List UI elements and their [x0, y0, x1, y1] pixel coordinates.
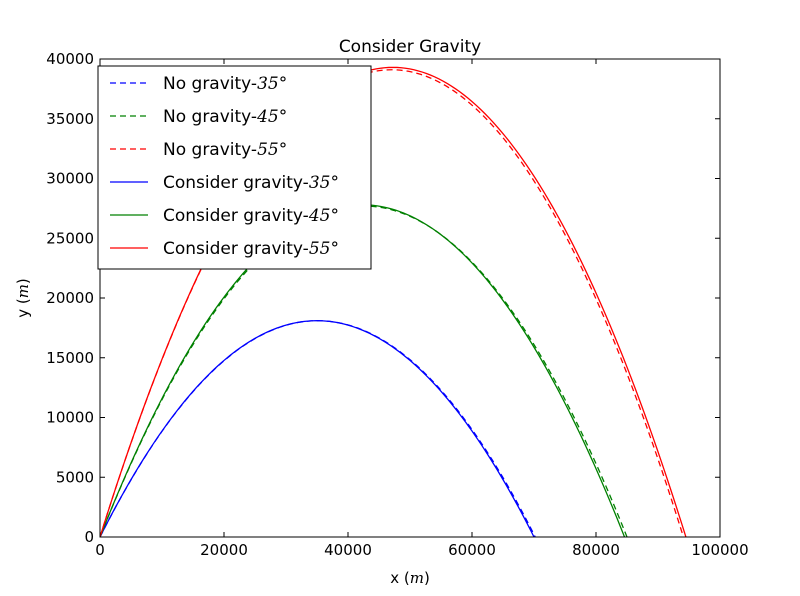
y-tick-label: 0: [84, 528, 94, 546]
y-tick-label: 5000: [56, 468, 94, 486]
legend-label: No gravity-55°: [163, 140, 287, 160]
legend-label-angle: 55°: [257, 140, 287, 160]
legend-label: No gravity-45°: [163, 107, 287, 127]
x-axis-label: x (m): [390, 569, 430, 587]
legend-label-text: Consider gravity-: [163, 239, 309, 259]
legend-box: [97, 65, 372, 270]
y-tick-label: 35000: [46, 110, 94, 128]
legend-label-angle: 35°: [257, 74, 287, 94]
legend-label-angle: 35°: [309, 173, 339, 193]
x-tick-label: 0: [95, 541, 105, 559]
legend-label-angle: 55°: [309, 239, 339, 259]
legend-label-text: No gravity-: [163, 140, 257, 160]
y-axis-label-unit: m: [14, 284, 32, 298]
legend-label-text: Consider gravity-: [163, 206, 309, 226]
legend-label: No gravity-35°: [163, 74, 287, 94]
x-axis-label-paren-close: ): [424, 569, 430, 587]
legend-label-text: No gravity-: [163, 74, 257, 94]
legend-label: Consider gravity-55°: [163, 239, 339, 259]
y-axis-label-text: y: [14, 304, 32, 318]
x-axis-label-text: x: [390, 569, 404, 587]
legend-label: Consider gravity-35°: [163, 173, 339, 193]
x-tick-label: 80000: [572, 541, 620, 559]
series-line: [100, 66, 687, 537]
x-tick-label: 40000: [324, 541, 372, 559]
y-axis-label-paren-close: ): [14, 278, 32, 284]
legend-label-text: No gravity-: [163, 107, 257, 127]
x-axis-label-unit: m: [410, 569, 424, 587]
series-line: [100, 320, 535, 537]
legend-label: Consider gravity-45°: [163, 206, 339, 226]
y-tick-label: 30000: [46, 170, 94, 188]
y-tick-label: 20000: [46, 289, 94, 307]
x-tick-label: 100000: [691, 541, 748, 559]
series-line: [100, 69, 685, 537]
y-tick-label: 15000: [46, 349, 94, 367]
legend: No gravity-35°No gravity-45°No gravity-5…: [97, 65, 372, 270]
legend-label-text: Consider gravity-: [163, 173, 309, 193]
y-axis-label: y (m): [14, 278, 32, 318]
y-axis-label-paren-open: (: [14, 298, 32, 304]
x-tick-label: 20000: [200, 541, 248, 559]
x-axis-label-paren-open: (: [404, 569, 410, 587]
y-tick-label: 40000: [46, 50, 94, 68]
y-tick-label: 25000: [46, 229, 94, 247]
y-tick-label: 10000: [46, 409, 94, 427]
legend-label-angle: 45°: [256, 107, 287, 127]
tick-layer: 0 20000 40000 60000 80000 100000 0 5000 10000 150…: [46, 50, 748, 559]
x-tick-label: 60000: [448, 541, 496, 559]
chart-title: Consider Gravity: [339, 37, 481, 57]
legend-label-angle: 45°: [308, 206, 339, 226]
